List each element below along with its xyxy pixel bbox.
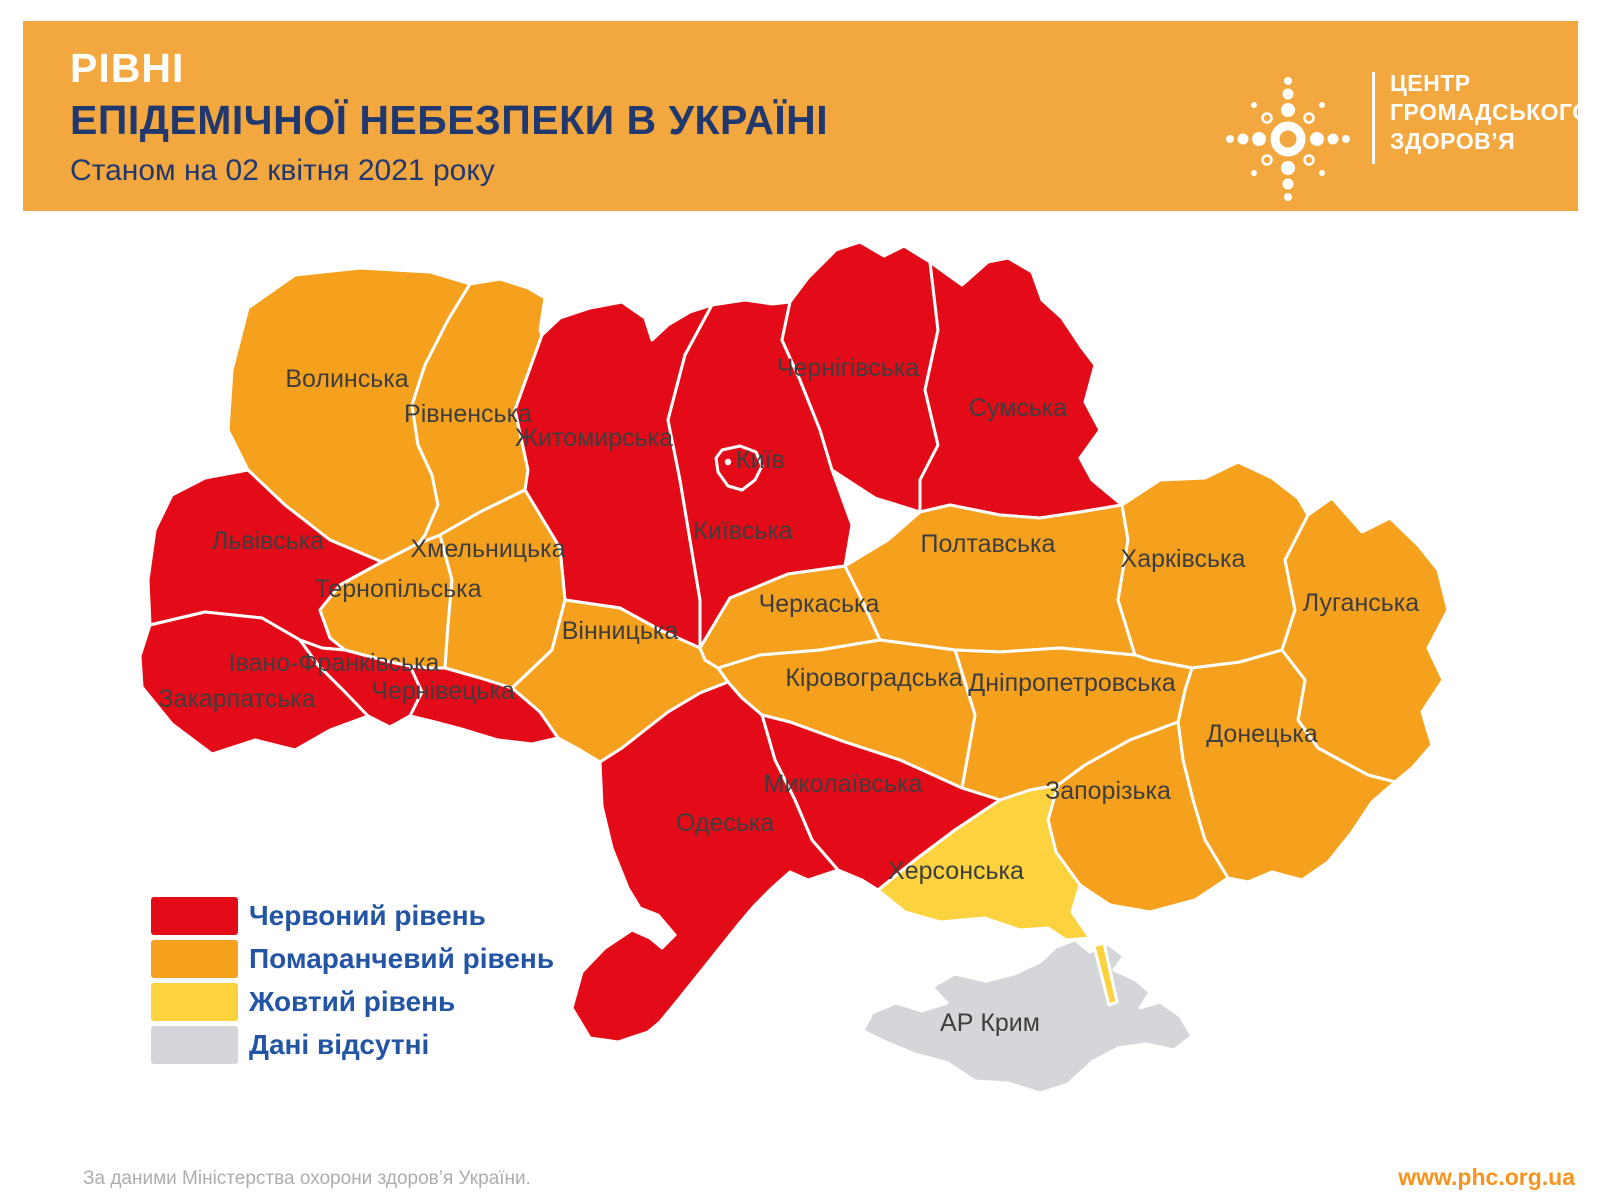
map-regions (138, 240, 1450, 1095)
org-line-1: ЦЕНТР (1390, 70, 1471, 96)
website-url: www.phc.org.ua (1398, 1164, 1575, 1190)
region-label: Закарпатська (158, 685, 315, 713)
legend-row-nodata: Дані відсутні (151, 1026, 554, 1064)
region-label: Запорізька (1045, 777, 1171, 805)
kyiv-city-dot (724, 458, 732, 466)
region-label: Миколаївська (764, 770, 923, 798)
region-label: Харківська (1121, 545, 1246, 573)
region-label: Сумська (969, 394, 1067, 422)
region-zakarpatska (138, 610, 370, 756)
page-title-line1: РІВНІ (70, 45, 185, 91)
region-sumska (918, 256, 1124, 520)
region-label: Львівська (212, 527, 324, 555)
region-label: Кіровоградська (785, 664, 962, 692)
region-poltavska (843, 503, 1137, 657)
org-line-2: ГРОМАДСЬКОГО (1390, 99, 1591, 125)
region-label: Житомирська (515, 424, 673, 452)
page-subtitle-date: Станом на 02 квітня 2021 року (70, 154, 495, 187)
map-region-labels: Волинська Рівненська Житомирська Чернігі… (158, 354, 1419, 1037)
region-label: Рівненська (404, 400, 532, 428)
region-label: Київська (693, 517, 792, 545)
legend-label-nodata: Дані відсутні (249, 1029, 430, 1060)
legend-label-yellow: Жовтий рівень (249, 986, 456, 1017)
region-label: Херсонська (888, 857, 1024, 885)
region-label: Полтавська (921, 530, 1056, 558)
region-label: Івано-Франківська (229, 649, 440, 677)
legend-label-red: Червоний рівень (249, 900, 486, 931)
region-label: Черкаська (759, 590, 880, 618)
region-label: Луганська (1303, 589, 1419, 617)
region-label: Чернігівська (777, 354, 920, 382)
region-label: Донецька (1206, 720, 1318, 748)
region-label: Хмельницька (410, 535, 565, 563)
region-label: Вінницька (562, 617, 679, 645)
region-label: Київ (736, 446, 785, 474)
region-label: Одеська (676, 809, 774, 837)
legend-label-orange: Помаранчевий рівень (249, 943, 555, 974)
logo-divider (1372, 72, 1375, 164)
region-label: Волинська (285, 365, 408, 393)
organization-name: ЦЕНТР ГРОМАДСЬКОГО ЗДОРОВ’Я (1390, 69, 1591, 156)
header-banner: РІВНІ ЕПІДЕМІЧНОЇ НЕБЕЗПЕКИ В УКРАЇНІ Ст… (23, 21, 1590, 211)
page-title-line2: ЕПІДЕМІЧНОЇ НЕБЕЗПЕКИ В УКРАЇНІ (70, 97, 829, 143)
region-label: Чернівецька (371, 677, 515, 705)
legend-swatch-red (151, 897, 238, 935)
region-label: АР Крим (940, 1009, 1040, 1037)
region-odeska (570, 680, 840, 1044)
legend-swatch-orange (151, 940, 238, 978)
legend-swatch-yellow (151, 983, 238, 1021)
legend-row-yellow: Жовтий рівень (151, 983, 554, 1021)
region-label: Тернопільська (314, 575, 481, 603)
legend-swatch-nodata (151, 1026, 238, 1064)
region-chernivetska (408, 664, 560, 746)
legend: Червоний рівень Помаранчевий рівень Жовт… (151, 897, 554, 1069)
data-source-note: За даними Міністерства охорони здоров’я … (83, 1168, 531, 1189)
legend-row-red: Червоний рівень (151, 897, 554, 935)
region-kyiv-city (714, 444, 764, 492)
legend-row-orange: Помаранчевий рівень (151, 940, 554, 978)
region-khersonska (876, 783, 1092, 942)
region-label: Дніпропетровська (968, 669, 1176, 697)
region-arabat-spit (1092, 941, 1119, 1007)
org-line-3: ЗДОРОВ’Я (1390, 128, 1516, 154)
phc-logo-icon (1226, 77, 1350, 201)
